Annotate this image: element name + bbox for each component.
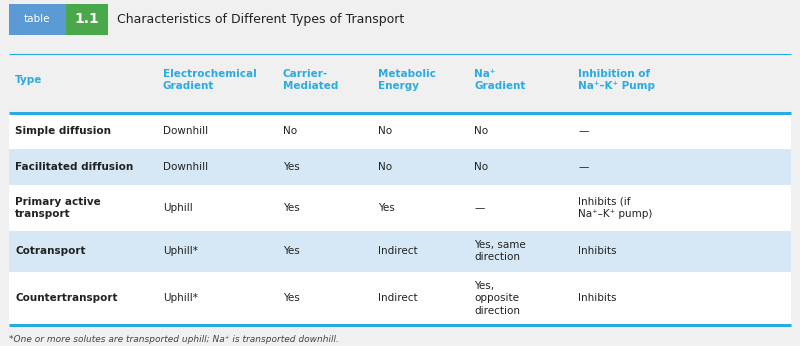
Text: Inhibits (if
Na⁺–K⁺ pump): Inhibits (if Na⁺–K⁺ pump)	[578, 197, 653, 219]
Text: Characteristics of Different Types of Transport: Characteristics of Different Types of Tr…	[118, 13, 405, 26]
Text: Simple diffusion: Simple diffusion	[15, 126, 111, 136]
Text: Yes, same
direction: Yes, same direction	[474, 240, 526, 263]
Text: —: —	[578, 162, 589, 172]
Text: No: No	[378, 126, 393, 136]
Text: Uphill: Uphill	[163, 203, 193, 213]
Text: Facilitated diffusion: Facilitated diffusion	[15, 162, 134, 172]
Text: Yes: Yes	[282, 246, 299, 256]
Text: Type: Type	[15, 75, 42, 85]
Text: Downhill: Downhill	[163, 162, 208, 172]
Text: Indirect: Indirect	[378, 246, 418, 256]
Text: No: No	[474, 162, 488, 172]
Text: No: No	[282, 126, 297, 136]
Text: Na⁺
Gradient: Na⁺ Gradient	[474, 69, 526, 91]
Text: *One or more solutes are transported uphill; Na⁺ is transported downhill.: *One or more solutes are transported uph…	[9, 335, 338, 344]
Text: Yes,
opposite
direction: Yes, opposite direction	[474, 281, 520, 316]
Text: No: No	[378, 162, 393, 172]
Text: 1.1: 1.1	[74, 12, 99, 26]
FancyBboxPatch shape	[9, 231, 791, 272]
FancyBboxPatch shape	[9, 113, 791, 149]
FancyBboxPatch shape	[9, 4, 66, 35]
FancyBboxPatch shape	[9, 185, 791, 231]
Text: Inhibition of
Na⁺–K⁺ Pump: Inhibition of Na⁺–K⁺ Pump	[578, 69, 655, 91]
Text: Yes: Yes	[282, 203, 299, 213]
Text: Electrochemical
Gradient: Electrochemical Gradient	[163, 69, 257, 91]
Text: table: table	[24, 15, 50, 25]
Text: Yes: Yes	[282, 162, 299, 172]
Text: Downhill: Downhill	[163, 126, 208, 136]
Text: —: —	[474, 203, 485, 213]
Text: —: —	[578, 126, 589, 136]
Text: No: No	[474, 126, 488, 136]
Text: Yes: Yes	[378, 203, 395, 213]
Text: Indirect: Indirect	[378, 293, 418, 303]
Text: Primary active
transport: Primary active transport	[15, 197, 101, 219]
FancyBboxPatch shape	[66, 4, 108, 35]
FancyBboxPatch shape	[9, 272, 791, 325]
Text: Carrier-
Mediated: Carrier- Mediated	[282, 69, 338, 91]
Text: Countertransport: Countertransport	[15, 293, 118, 303]
Text: Inhibits: Inhibits	[578, 246, 617, 256]
Text: Uphill*: Uphill*	[163, 246, 198, 256]
Text: Cotransport: Cotransport	[15, 246, 86, 256]
Text: Uphill*: Uphill*	[163, 293, 198, 303]
Text: Inhibits: Inhibits	[578, 293, 617, 303]
Text: Metabolic
Energy: Metabolic Energy	[378, 69, 436, 91]
Text: Yes: Yes	[282, 293, 299, 303]
FancyBboxPatch shape	[9, 149, 791, 185]
